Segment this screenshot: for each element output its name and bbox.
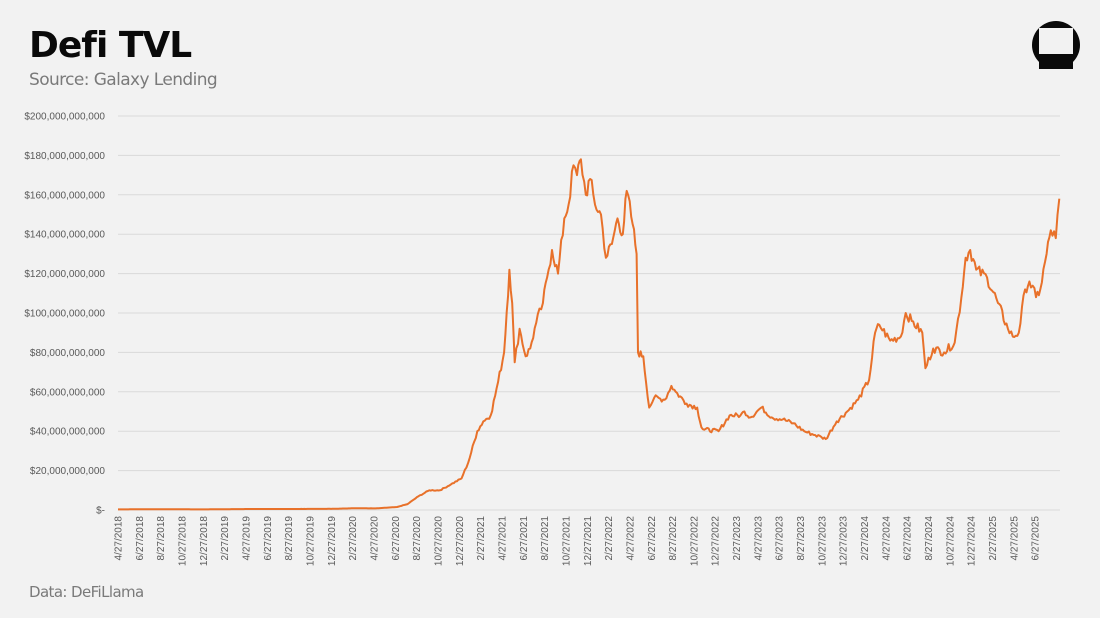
x-tick-label: 12/27/2018: [199, 516, 210, 566]
x-tick-label: 10/27/2022: [689, 516, 700, 566]
x-tick-label: 4/27/2021: [497, 516, 508, 561]
x-tick-label: 2/27/2021: [476, 516, 487, 561]
x-tick-label: 6/27/2022: [647, 516, 658, 561]
x-tick-label: 4/27/2020: [369, 516, 380, 561]
x-tick-label: 12/27/2019: [327, 516, 338, 566]
x-tick-label: 2/27/2025: [988, 516, 999, 561]
x-tick-label: 8/27/2022: [668, 516, 679, 561]
x-tick-label: 10/27/2020: [433, 516, 444, 566]
y-tick-label: $40,000,000,000: [30, 427, 106, 438]
x-axis: 4/27/2018 6/27/2018 8/27/2018 10/27/2018 12/…: [114, 516, 1042, 566]
x-tick-label: 4/27/2025: [1009, 516, 1020, 561]
galaxy-logo-icon: [1032, 21, 1080, 69]
y-tick-label: $120,000,000,000: [24, 269, 105, 280]
x-tick-label: 2/27/2019: [220, 516, 231, 561]
x-tick-label: 12/27/2024: [967, 516, 978, 566]
x-tick-label: 4/27/2019: [241, 516, 252, 561]
y-tick-label: $80,000,000,000: [30, 348, 106, 359]
x-tick-label: 6/27/2021: [519, 516, 530, 561]
x-tick-label: 2/27/2022: [604, 516, 615, 561]
x-tick-label: 8/27/2020: [412, 516, 423, 561]
x-tick-label: 2/27/2023: [732, 516, 743, 561]
y-tick-label: $20,000,000,000: [30, 466, 106, 477]
x-tick-label: 10/27/2021: [561, 516, 572, 566]
x-tick-label: 12/27/2021: [583, 516, 594, 566]
y-tick-label: $100,000,000,000: [24, 309, 105, 320]
x-tick-label: 8/27/2019: [284, 516, 295, 561]
tvl-line: [118, 158, 1061, 511]
x-tick-label: 4/27/2022: [625, 516, 636, 561]
x-tick-label: 6/27/2025: [1031, 516, 1042, 561]
x-tick-label: 12/27/2022: [711, 516, 722, 566]
x-tick-label: 6/27/2023: [775, 516, 786, 561]
x-tick-label: 4/27/2018: [114, 516, 125, 561]
y-tick-label: $140,000,000,000: [24, 230, 105, 241]
x-tick-label: 12/27/2023: [839, 516, 850, 566]
y-tick-label: $160,000,000,000: [24, 190, 105, 201]
x-tick-label: 4/27/2023: [753, 516, 764, 561]
x-tick-label: 4/27/2024: [881, 516, 892, 561]
y-tick-label: $180,000,000,000: [24, 151, 105, 162]
gridlines: [118, 115, 1060, 511]
y-tick-label: $200,000,000,000: [24, 112, 105, 123]
y-tick-label: $60,000,000,000: [30, 387, 106, 398]
x-tick-label: 8/27/2023: [796, 516, 807, 561]
x-tick-label: 10/27/2018: [177, 516, 188, 566]
x-tick-label: 12/27/2020: [455, 516, 466, 566]
x-tick-label: 10/27/2023: [817, 516, 828, 566]
x-tick-label: 8/27/2018: [156, 516, 167, 561]
y-tick-label: $-: [96, 506, 105, 517]
x-tick-label: 6/27/2024: [903, 516, 914, 561]
y-axis: $- $20,000,000,000 $40,000,000,000 $60,000,…: [24, 112, 105, 517]
x-tick-label: 2/27/2020: [348, 516, 359, 561]
chart-subtitle: Source: Galaxy Lending: [29, 70, 218, 90]
x-tick-label: 2/27/2024: [860, 516, 871, 561]
x-tick-label: 10/27/2019: [305, 516, 316, 566]
x-tick-label: 6/27/2018: [135, 516, 146, 561]
x-tick-label: 6/27/2020: [391, 516, 402, 561]
x-tick-label: 8/27/2024: [924, 516, 935, 561]
x-tick-label: 10/27/2024: [945, 516, 956, 566]
x-tick-label: 6/27/2019: [263, 516, 274, 561]
chart-title: Defi TVL: [29, 25, 192, 66]
x-tick-label: 8/27/2021: [540, 516, 551, 561]
data-source-note: Data: DeFiLlama: [29, 583, 144, 601]
